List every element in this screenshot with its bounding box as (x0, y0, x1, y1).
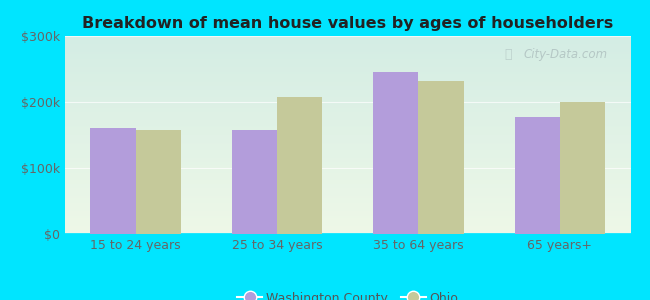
Bar (560, 102, 605, 234)
Bar (419, 81, 463, 234)
Text: City-Data.com: City-Data.com (524, 48, 608, 61)
Bar (373, 72, 419, 234)
Bar (232, 130, 277, 234)
Bar (136, 130, 181, 234)
Bar (90, 128, 136, 234)
Bar (515, 116, 560, 234)
Bar (277, 97, 322, 234)
Title: Breakdown of mean house values by ages of householders: Breakdown of mean house values by ages o… (82, 16, 614, 31)
Legend: Washington County, Ohio: Washington County, Ohio (231, 285, 464, 300)
Text: ⓘ: ⓘ (504, 48, 512, 61)
